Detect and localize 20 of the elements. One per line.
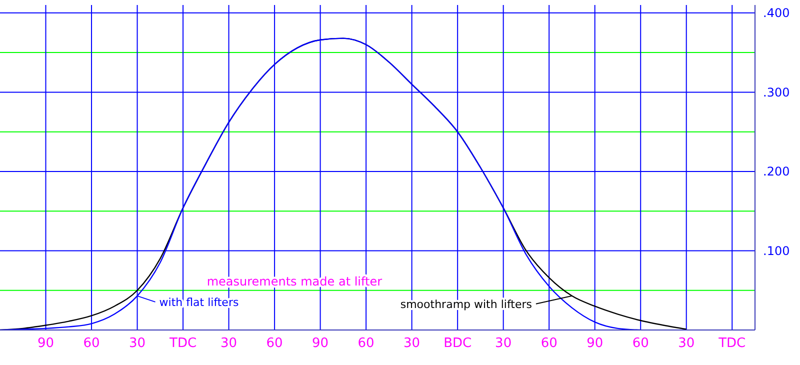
x-tick-label: 60 — [266, 336, 283, 352]
x-tick-label: TDC — [718, 336, 746, 352]
x-tick-label: 60 — [358, 336, 374, 352]
x-tick-label: 60 — [540, 336, 558, 352]
x-tick-label: 90 — [312, 336, 329, 352]
x-tick-label: 90 — [586, 336, 604, 352]
x-tick-label: 30 — [220, 336, 238, 352]
x-tick-label: 60 — [632, 336, 649, 352]
x-tick-label: 30 — [495, 336, 512, 352]
y-tick-label: .300 — [763, 85, 790, 100]
x-tick-label: 30 — [678, 336, 695, 352]
x-tick-label: BDC — [444, 336, 472, 352]
x-tick-label: 30 — [404, 336, 420, 352]
y-tick-label: .400 — [763, 6, 790, 20]
y-tick-label: .100 — [763, 244, 790, 258]
x-tick-label: 90 — [37, 336, 54, 352]
y-tick-label: .200 — [763, 164, 790, 179]
x-tick-label: TDC — [168, 336, 197, 352]
x-tick-label: 60 — [83, 336, 100, 352]
x-tick-label: 30 — [129, 336, 146, 352]
